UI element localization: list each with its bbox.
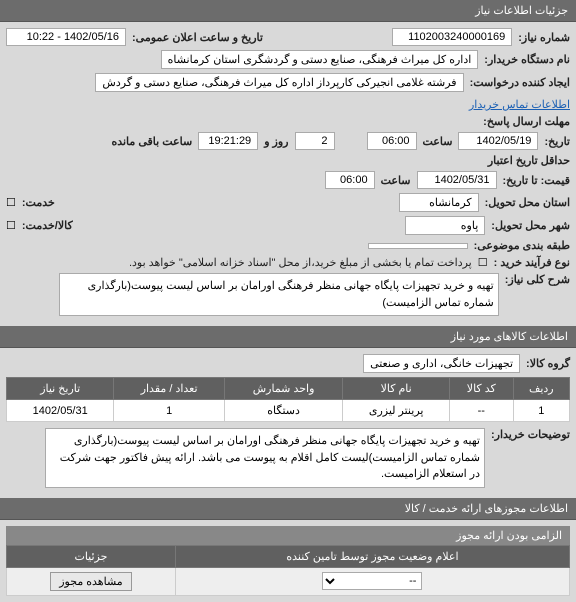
label-until-date: تاریخ:	[544, 135, 570, 148]
td-declare-status: --	[175, 567, 569, 595]
permits-table: اعلام وضعیت مجوز توسط تامین کننده جزئیات…	[6, 545, 570, 596]
th-unit: واحد شمارش	[224, 378, 342, 400]
field-city: پاوه	[405, 216, 485, 235]
label-need-desc: شرح کلی نیاز:	[505, 273, 570, 286]
permits-content: الزامی بودن ارائه مجوز اعلام وضعیت مجوز …	[0, 520, 576, 602]
td-name: پرینتر لیزری	[343, 400, 450, 422]
field-subject-cat	[368, 243, 468, 249]
text-purchase-note: پرداخت تمام یا بخشی از مبلغ خرید،از محل …	[129, 256, 472, 269]
link-contact-buyer[interactable]: اطلاعات تماس خریدار	[469, 98, 570, 111]
field-deadline-date: 1402/05/19	[458, 132, 538, 150]
td-row: 1	[513, 400, 569, 422]
label-saat-1: ساعت	[423, 135, 453, 148]
field-buyer-org: اداره کل میراث فرهنگی، صنایع دستی و گردش…	[161, 50, 479, 69]
label-day-and: روز و	[264, 135, 288, 148]
goods-table: ردیف کد کالا نام کالا واحد شمارش تعداد /…	[6, 377, 570, 422]
table-row: 1 -- پرینتر لیزری دستگاه 1 1402/05/31	[7, 400, 570, 422]
field-credit-time: 06:00	[325, 171, 375, 189]
label-buyer-notes: توضیحات خریدار:	[491, 428, 570, 441]
label-need-number: شماره نیاز:	[518, 31, 570, 44]
th-name: نام کالا	[343, 378, 450, 400]
field-credit-date: 1402/05/31	[417, 171, 497, 189]
checkbox-khadmat: ☐	[6, 196, 16, 209]
goods-info-content: گروه کالا: تجهیزات خانگی، اداری و صنعتی …	[0, 348, 576, 498]
label-goods-group: گروه کالا:	[526, 357, 570, 370]
label-service-goods: کالا/خدمت:	[22, 219, 73, 232]
th-qty: تعداد / مقدار	[114, 378, 224, 400]
field-province: کرمانشاه	[399, 193, 479, 212]
label-buyer-org: نام دستگاه خریدار:	[484, 53, 570, 66]
label-purchase-process: نوع فرآیند خرید :	[494, 256, 570, 269]
td-qty: 1	[114, 400, 224, 422]
th-details: جزئیات	[7, 545, 176, 567]
td-date: 1402/05/31	[7, 400, 114, 422]
section-header-permits: اطلاعات مجوزهای ارائه خدمت / کالا	[0, 498, 576, 520]
field-buyer-notes: تهیه و خرید تجهیزات پایگاه جهانی منظر فر…	[45, 428, 485, 488]
label-min-credit: حداقل تاریخ اعتبار	[488, 154, 570, 167]
label-province: استان محل تحویل:	[485, 196, 570, 209]
field-deadline-time: 06:00	[367, 132, 417, 150]
permits-row: -- مشاهده مجوز	[7, 567, 570, 595]
label-remaining: ساعت باقی مانده	[111, 135, 192, 148]
section-header-need-info: جزئیات اطلاعات نیاز	[0, 0, 576, 22]
th-code: کد کالا	[449, 378, 513, 400]
button-view-permit[interactable]: مشاهده مجوز	[50, 572, 131, 591]
td-code: --	[449, 400, 513, 422]
label-price-until: قیمت: تا تاریخ:	[503, 174, 570, 187]
checkbox-purchase: ☐	[478, 256, 488, 269]
th-date: تاریخ نیاز	[7, 378, 114, 400]
checkbox-service-goods: ☐	[6, 219, 16, 232]
label-khadmat: خدمت:	[22, 196, 55, 209]
label-requester: ایجاد کننده درخواست:	[470, 76, 570, 89]
field-need-desc: تهیه و خرید تجهیزات پایگاه جهانی منظر فر…	[59, 273, 499, 316]
select-permit-status[interactable]: --	[322, 572, 422, 590]
field-time-left: 19:21:29	[198, 132, 258, 150]
field-need-number: 1102003240000169	[392, 28, 512, 46]
field-goods-group: تجهیزات خانگی، اداری و صنعتی	[363, 354, 520, 373]
label-response-deadline: مهلت ارسال پاسخ:	[483, 115, 570, 128]
td-details: مشاهده مجوز	[7, 567, 176, 595]
th-declare-status: اعلام وضعیت مجوز توسط تامین کننده	[175, 545, 569, 567]
label-saat-2: ساعت	[381, 174, 411, 187]
field-requester: فرشته غلامی انجیرکی کارپرداز اداره کل می…	[95, 73, 463, 92]
section-header-goods-info: اطلاعات کالاهای مورد نیاز	[0, 326, 576, 348]
td-unit: دستگاه	[224, 400, 342, 422]
label-city: شهر محل تحویل:	[491, 219, 570, 232]
label-public-date: تاریخ و ساعت اعلان عمومی:	[132, 31, 263, 44]
sub-header-mandatory: الزامی بودن ارائه مجوز	[6, 526, 570, 545]
field-public-date: 1402/05/16 - 10:22	[6, 28, 126, 46]
field-days-left: 2	[295, 132, 335, 150]
label-subject-cat: طبقه بندی موضوعی:	[474, 239, 570, 252]
need-info-content: شماره نیاز: 1102003240000169 تاریخ و ساع…	[0, 22, 576, 326]
th-row: ردیف	[513, 378, 569, 400]
